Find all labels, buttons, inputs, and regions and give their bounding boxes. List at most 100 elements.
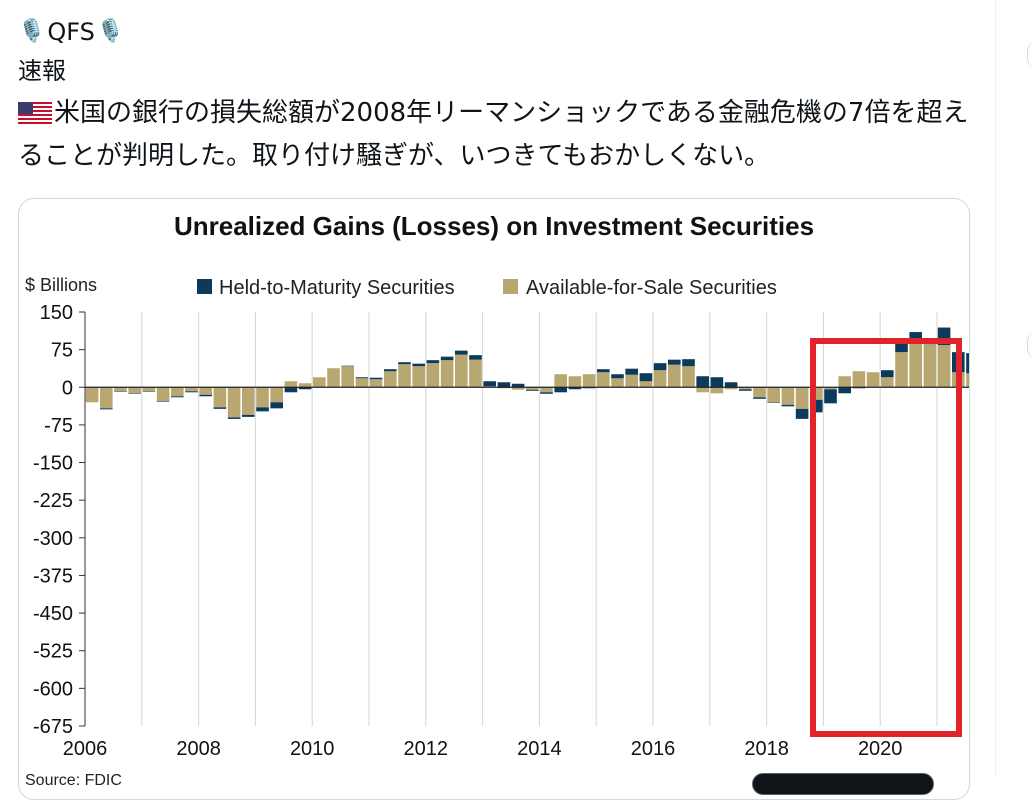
bar-afs [227, 387, 241, 418]
legend-label-htm: Held-to-Maturity Securities [219, 277, 455, 299]
y-tick-label: -75 [44, 415, 73, 437]
bar-htm [724, 382, 738, 388]
bar-htm [668, 359, 681, 365]
x-tick-label: 2014 [517, 738, 562, 760]
bar-afs [128, 387, 141, 394]
bar-htm [497, 382, 511, 388]
bar-afs [682, 366, 695, 388]
bar-htm [142, 391, 156, 392]
bar-htm [696, 376, 709, 388]
bar-htm [213, 407, 227, 409]
bar-afs [866, 372, 880, 388]
bar-afs [852, 371, 866, 388]
bar-htm [795, 408, 809, 419]
bar-afs [298, 383, 312, 388]
bar-htm [412, 363, 425, 367]
x-tick-label: 2018 [744, 738, 789, 760]
post-text-content: 米国の銀行の損失総額が2008年リーマンショックである金融危機の7倍を超えること… [18, 98, 969, 171]
bar-htm [114, 391, 127, 392]
post-label: 速報 [18, 57, 66, 85]
x-tick-label: 2016 [631, 738, 676, 760]
bar-afs [937, 345, 951, 388]
bar-htm [469, 355, 482, 360]
bar-afs [781, 387, 795, 405]
bar-afs [171, 387, 184, 397]
post-text: 米国の銀行の損失総額が2008年リーマンショックである金融危機の7倍を超えること… [18, 92, 978, 178]
y-tick-label: -300 [33, 528, 73, 550]
author-name[interactable]: QFS [47, 18, 95, 46]
bar-afs [881, 377, 894, 388]
bar-htm [199, 394, 212, 397]
y-tick-label: -450 [33, 603, 73, 625]
x-tick-label: 2010 [290, 738, 335, 760]
bar-afs [696, 387, 709, 393]
bar-afs [611, 378, 624, 388]
bar-htm [753, 397, 766, 399]
y-tick-label: -525 [33, 641, 73, 663]
bar-afs [156, 387, 170, 402]
bar-htm [270, 402, 283, 409]
legend-swatch-htm [197, 279, 212, 294]
bar-htm [369, 377, 383, 380]
bar-afs [895, 352, 908, 388]
column-divider [995, 0, 996, 777]
bar-afs [114, 387, 127, 392]
bar-afs [369, 379, 383, 388]
bar-afs [85, 387, 99, 403]
bar-htm [284, 387, 298, 393]
us-flag-icon [18, 102, 52, 124]
bar-htm [100, 408, 113, 410]
bar-afs [242, 387, 255, 415]
bar-htm [625, 368, 638, 375]
bar-htm [739, 389, 752, 391]
bar-afs [199, 387, 212, 395]
tweet-body: 🎙️ QFS 🎙️ 速報 米国の銀行の損失総額が2008年リーマンショックである… [18, 10, 978, 178]
bar-afs [100, 387, 113, 409]
bar-afs [185, 387, 198, 392]
bar-afs [824, 387, 837, 390]
bar-afs [213, 387, 227, 408]
chart-title: Unrealized Gains (Losses) on Investment … [174, 211, 814, 241]
bar-afs [398, 364, 411, 388]
bar-afs [668, 364, 681, 388]
y-tick-label: -375 [33, 565, 73, 587]
bar-htm [682, 359, 695, 367]
bar-afs [256, 387, 269, 408]
bar-htm [128, 393, 141, 394]
bar-afs [455, 354, 468, 388]
bar-htm [398, 362, 411, 365]
bar-afs [313, 377, 326, 388]
y-tick-label: 150 [40, 302, 73, 324]
author-line[interactable]: 🎙️ QFS 🎙️ [18, 10, 978, 54]
bar-afs [739, 387, 752, 390]
bar-htm [966, 353, 969, 374]
bar-htm [156, 401, 170, 402]
sidebar-card-edge [1027, 330, 1033, 360]
bar-afs [270, 387, 283, 403]
microphone-icon: 🎙️ [18, 19, 46, 44]
highlight-box [810, 338, 962, 737]
bar-afs [327, 368, 340, 388]
bar-afs [526, 387, 539, 390]
bar-htm [838, 387, 851, 394]
bar-afs [639, 381, 653, 388]
floating-button[interactable] [752, 773, 934, 795]
microphone-icon: 🎙️ [96, 19, 125, 44]
bar-htm [824, 389, 837, 404]
bar-htm [341, 365, 354, 367]
bar-afs [469, 359, 482, 388]
bar-afs [341, 366, 354, 388]
bar-htm [227, 417, 241, 419]
source-note: Source: FDIC [25, 772, 122, 789]
bar-afs [653, 370, 667, 388]
bar-htm [611, 374, 624, 379]
bar-afs [923, 344, 937, 388]
bar-htm [526, 389, 539, 391]
bar-htm [242, 414, 255, 417]
sidebar-card-edge [1027, 40, 1033, 70]
bar-htm [639, 373, 653, 382]
y-axis-label: $ Billions [25, 275, 97, 295]
post-image[interactable]: Unrealized Gains (Losses) on Investment … [18, 198, 970, 800]
chart-legend: Held-to-Maturity Securities Available-fo… [197, 277, 777, 299]
bar-afs [568, 376, 582, 388]
